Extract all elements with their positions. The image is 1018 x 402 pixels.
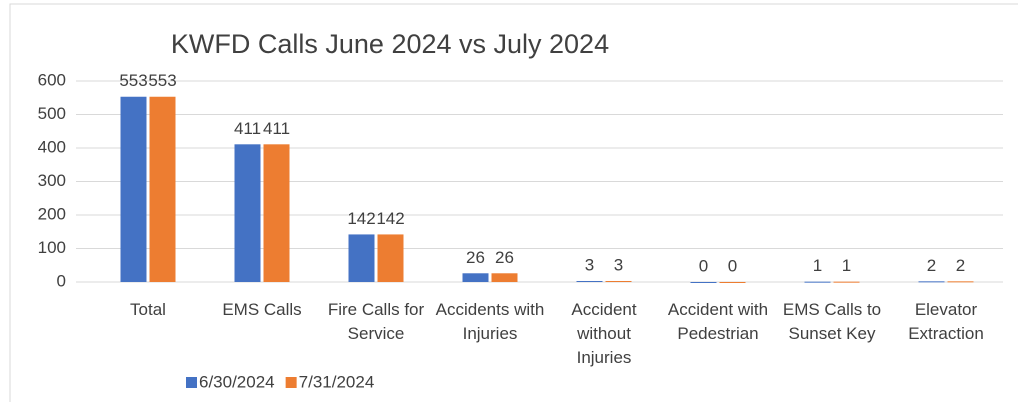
bar (491, 273, 518, 282)
y-tick-label: 200 (38, 204, 66, 223)
data-label: 142 (376, 209, 404, 228)
bar (719, 282, 746, 283)
data-label: 3 (614, 255, 623, 274)
x-tick-label: EMS Calls (222, 300, 302, 319)
y-tick-label: 600 (38, 70, 66, 89)
bar (690, 282, 717, 283)
legend-swatch (186, 377, 197, 388)
x-tick-label: Accident with Pedestrian (667, 300, 769, 343)
y-tick-label: 400 (38, 137, 66, 156)
bar (947, 281, 974, 283)
y-tick-label: 500 (38, 104, 66, 123)
data-label: 1 (842, 256, 851, 275)
data-label: 3 (585, 255, 594, 274)
chart-title: KWFD Calls June 2024 vs July 2024 (171, 29, 609, 59)
bar (377, 234, 404, 282)
legend-label: 7/31/2024 (299, 372, 375, 391)
data-label: 1 (813, 256, 822, 275)
x-tick-label: Elevator Extraction (908, 300, 984, 343)
y-tick-label: 100 (38, 238, 66, 257)
legend-swatch (285, 377, 297, 388)
y-tick-label: 0 (57, 271, 66, 290)
bar (918, 281, 945, 283)
data-label: 553 (119, 71, 147, 90)
bar (462, 273, 489, 282)
y-tick-label: 300 (38, 171, 66, 190)
data-label: 411 (263, 119, 290, 138)
bar (348, 234, 375, 282)
chart-border (9, 3, 1018, 402)
data-label: 0 (699, 256, 708, 275)
data-label: 553 (148, 71, 176, 90)
bar (804, 281, 831, 283)
data-label: 411 (234, 119, 261, 138)
data-label: 26 (495, 248, 514, 267)
data-label: 2 (956, 256, 965, 275)
x-tick-label: EMS Calls to Sunset Key (782, 300, 882, 343)
data-label: 2 (927, 256, 936, 275)
x-tick-label: Accident without Injuries (571, 300, 637, 367)
bar (576, 280, 603, 282)
bar (149, 96, 176, 283)
data-label: 142 (347, 209, 375, 228)
x-tick-label: Fire Calls for Service (327, 300, 425, 343)
x-tick-label: Total (130, 300, 166, 319)
data-label: 0 (728, 256, 737, 275)
bar (605, 280, 632, 282)
bar (833, 281, 860, 283)
x-tick-label: Accidents with Injuries (435, 300, 545, 343)
bar (120, 96, 147, 283)
legend-label: 6/30/2024 (199, 372, 275, 391)
bar (234, 144, 261, 282)
bar (263, 144, 290, 282)
data-label: 26 (466, 248, 485, 267)
